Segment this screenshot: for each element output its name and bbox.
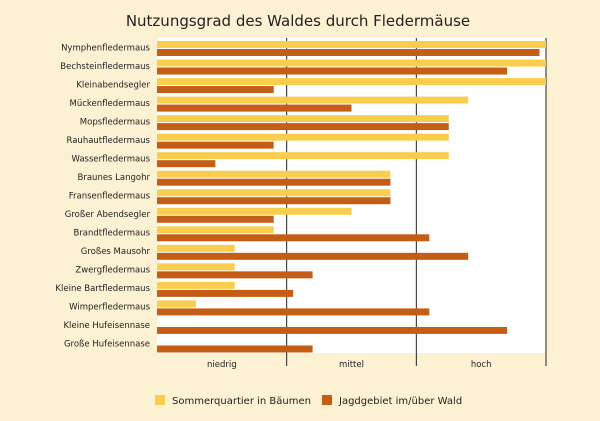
x-tick-label: mittel (339, 360, 364, 370)
bar-jagdgebiet (157, 289, 294, 297)
category-label: Kleinabendsegler (76, 80, 150, 90)
legend-swatch (155, 395, 165, 405)
category-label: Braunes Langohr (78, 173, 151, 183)
bar-sommerquartier (157, 207, 352, 215)
bar-jagdgebiet (157, 123, 449, 131)
legend-label: Jagdgebiet im/über Wald (338, 396, 462, 407)
bar-sommerquartier (157, 59, 546, 67)
legend-swatch (322, 395, 332, 405)
category-label: Rauhautfledermaus (67, 136, 151, 146)
legend-label: Sommerquartier in Bäumen (172, 396, 311, 407)
bar-sommerquartier (157, 300, 196, 308)
bar-sommerquartier (157, 281, 235, 289)
bar-jagdgebiet (157, 252, 469, 260)
x-tick-label: niedrig (207, 360, 237, 370)
bar-jagdgebiet (157, 86, 274, 94)
category-label: Mückenfledermaus (70, 99, 151, 109)
category-label: Zwergfledermaus (75, 266, 150, 276)
bar-sommerquartier (157, 41, 546, 48)
x-tick-label: hoch (471, 360, 492, 370)
bar-sommerquartier (157, 263, 235, 271)
bar-jagdgebiet (157, 215, 274, 223)
category-label: Großes Mausohr (81, 247, 151, 257)
category-label: Mopsfledermaus (80, 117, 151, 127)
bar-jagdgebiet (157, 326, 508, 334)
bar-sommerquartier (157, 78, 546, 86)
bar-jagdgebiet (157, 308, 430, 316)
bar-jagdgebiet (157, 49, 540, 56)
bar-jagdgebiet (157, 104, 352, 112)
bar-sommerquartier (157, 115, 449, 123)
category-label: Wimperfledermaus (69, 303, 150, 313)
bar-sommerquartier (157, 152, 449, 160)
legend: Sommerquartier in Bäumen Jagdgebiet im/üb… (155, 395, 462, 407)
category-label: Kleine Bartfledermaus (55, 284, 150, 294)
category-label: Nymphenfledermaus (61, 43, 150, 53)
bar-jagdgebiet (157, 271, 313, 279)
bar-jagdgebiet (157, 178, 391, 186)
bar-sommerquartier (157, 170, 391, 178)
bar-jagdgebiet (157, 197, 391, 205)
x-tick-labels: niedrig mittel hoch (207, 360, 491, 370)
bar-sommerquartier (157, 96, 469, 104)
category-label: Große Hufeisennase (64, 340, 150, 350)
bar-sommerquartier (157, 226, 274, 234)
category-labels: Nymphenfledermaus Bechsteinfledermaus Klei… (55, 43, 150, 349)
category-label: Bechsteinfledermaus (60, 62, 150, 72)
bar-jagdgebiet (157, 67, 508, 75)
bar-jagdgebiet (157, 160, 216, 168)
bar-jagdgebiet (157, 234, 430, 242)
category-label: Kleine Hufeisennase (63, 321, 150, 331)
bar-jagdgebiet (157, 345, 313, 353)
category-label: Brandtfledermaus (73, 229, 150, 239)
category-label: Fransenfledermaus (69, 192, 151, 202)
category-label: Großer Abendsegler (65, 210, 151, 220)
bars (157, 41, 546, 353)
bar-jagdgebiet (157, 141, 274, 149)
chart-title: Nutzungsgrad des Waldes durch Fledermäus… (126, 12, 470, 30)
bar-sommerquartier (157, 133, 449, 141)
bar-sommerquartier (157, 244, 235, 252)
category-label: Wasserfledermaus (71, 154, 150, 164)
bar-sommerquartier (157, 189, 391, 197)
